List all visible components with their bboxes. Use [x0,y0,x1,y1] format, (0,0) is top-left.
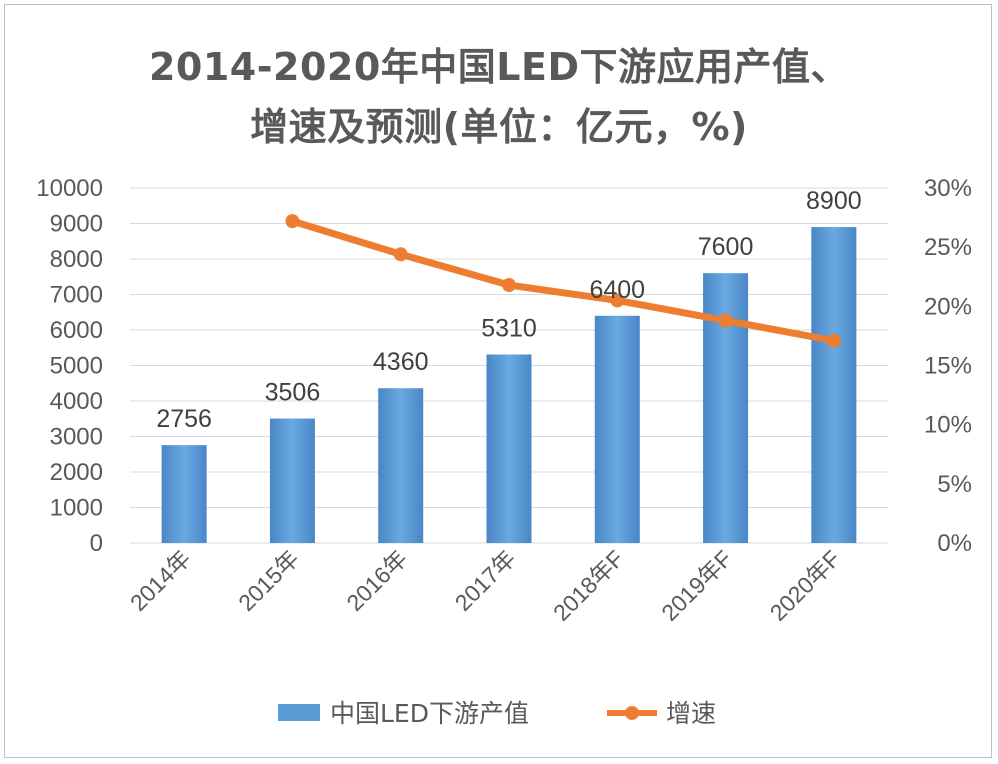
right-tick-label: 30% [924,175,972,202]
left-tick-label: 10000 [36,175,103,202]
growth-point [826,333,841,348]
data-label: 2756 [156,405,212,433]
x-tick-label: 2019年F [656,545,737,626]
legend-line-label: 增速 [666,699,716,728]
data-labels: 2756 3506 4360 5310 6400 7600 8900 [156,187,861,433]
legend-bar-label: 中国LED下游产值 [330,699,529,728]
right-tick-label: 15% [924,353,972,380]
left-tick-label: 9000 [50,211,103,238]
growth-line [288,217,838,345]
data-label: 8900 [806,187,862,215]
left-tick-label: 8000 [50,246,103,273]
growth-point [502,278,516,293]
right-tick-label: 25% [924,234,972,261]
bar-series [161,227,857,544]
bar [378,388,424,543]
x-axis: 2014年 2015年 2016年 2017年 2018年F 2019年F 2020年F [125,545,846,626]
legend-bar-swatch [278,704,320,721]
data-label: 6400 [589,276,645,304]
x-tick-label: 2016年 [341,545,412,616]
left-tick-label: 3000 [50,424,103,451]
line-series [285,214,841,348]
left-tick-label: 4000 [50,388,103,415]
chart-title-line-2: 增速及预测(单位：亿元，%) [250,105,748,149]
right-tick-label: 10% [924,412,972,439]
bar [269,418,315,543]
data-label: 5310 [481,314,537,342]
chart-title-line-1: 2014-2020年中国LED下游应用产值、 [148,45,849,89]
right-tick-label: 0% [937,530,972,557]
left-tick-label: 7000 [50,282,103,309]
data-label: 3506 [265,379,321,407]
left-axis: 0 1000 2000 3000 4000 5000 6000 7000 8000 9000 100… [36,175,103,557]
left-tick-label: 0 [90,530,103,557]
right-tick-label: 20% [924,293,972,320]
left-tick-label: 2000 [50,459,103,486]
left-tick-label: 5000 [50,353,103,380]
growth-point [393,247,408,262]
x-tick-label: 2014年 [125,545,196,616]
bar [486,354,532,543]
x-tick-label: 2015年 [233,545,304,616]
left-tick-label: 6000 [50,317,103,344]
bar [161,445,207,543]
growth-point [718,313,733,328]
growth-point [610,293,625,308]
data-label: 7600 [698,233,754,261]
x-tick-label: 2018年F [548,545,629,626]
x-tick-label: 2017年 [450,545,521,616]
data-label: 4360 [373,348,429,376]
bar [811,227,857,544]
legend: 中国LED下游产值 增速 [278,699,716,728]
x-tick-label: 2020年F [765,545,846,626]
left-tick-label: 1000 [50,495,103,522]
bar [594,315,640,543]
growth-point [285,214,300,229]
right-tick-label: 5% [937,471,972,498]
legend-line-marker [625,706,639,720]
right-axis: 0% 5% 10% 15% 20% 25% 30% [924,175,972,557]
